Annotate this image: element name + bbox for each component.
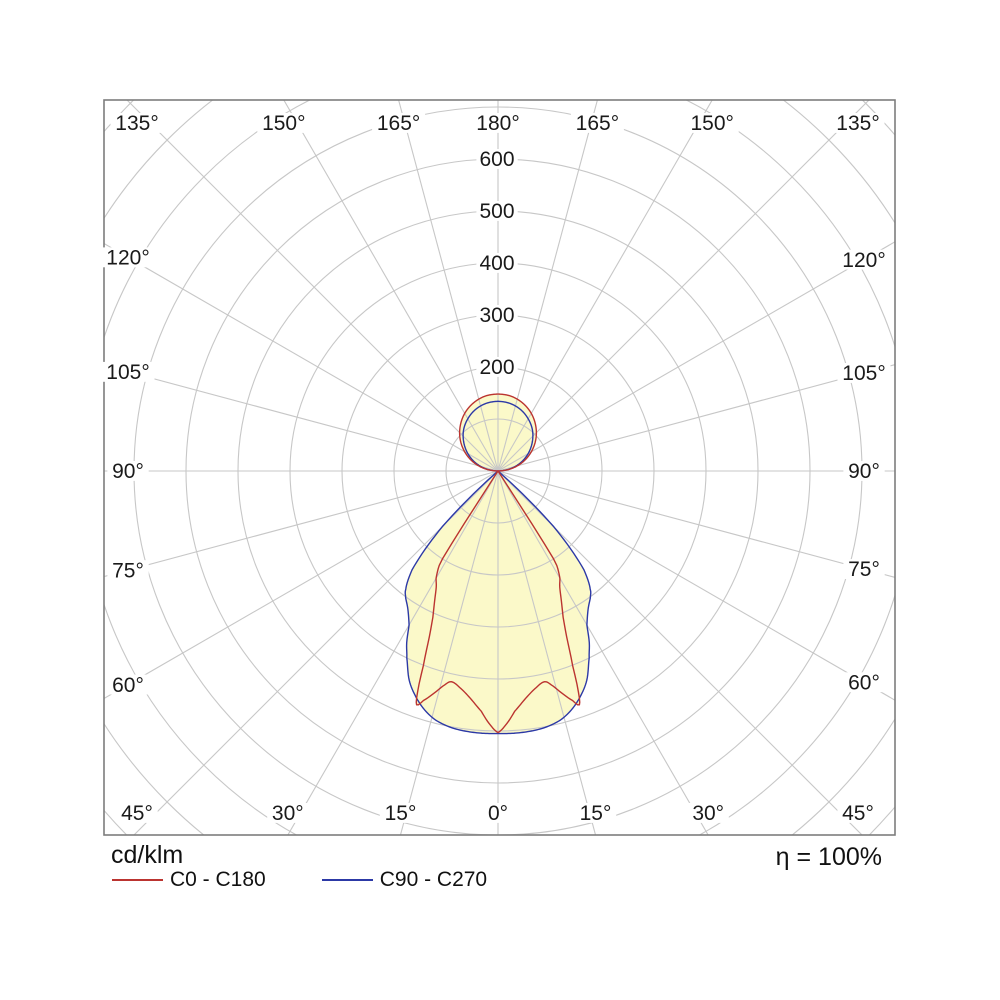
radial-tick-label-bg — [476, 305, 518, 325]
angle-label: 0° — [488, 802, 508, 825]
angle-label-bg — [843, 672, 885, 693]
angle-label-bg — [107, 560, 149, 581]
angle-label-bg — [837, 249, 891, 270]
grid-ray — [497, 470, 863, 835]
angle-label: 75° — [112, 559, 144, 582]
angle-label-bg — [379, 803, 422, 823]
angle-label: 75° — [848, 558, 880, 581]
angle-label-bg — [843, 559, 885, 579]
radial-tick-label: 200 — [479, 356, 514, 379]
angle-label-bg — [837, 363, 891, 383]
radial-tick-label-bg — [476, 149, 518, 169]
radial-tick-label: 400 — [479, 252, 514, 275]
radial-tick-label-bg — [476, 357, 518, 377]
grid-ray — [133, 470, 499, 835]
units-label: cd/klm — [111, 841, 184, 869]
c0-c180-line-swatch — [112, 879, 163, 881]
angle-label-bg — [257, 113, 311, 133]
efficiency-label: η = 100% — [775, 843, 882, 871]
angle-label-bg — [267, 803, 309, 823]
angle-label-bg — [574, 803, 617, 823]
angle-label-bg — [483, 803, 513, 823]
angle-label: 45° — [121, 802, 153, 825]
grid-ray — [287, 470, 499, 835]
angle-label-bg — [831, 113, 885, 133]
radial-tick-label: 500 — [479, 200, 514, 223]
angle-label: 150° — [690, 112, 733, 135]
legend-item-c0-c180: C0 - C180 — [112, 868, 266, 892]
angle-label-bg — [843, 461, 885, 481]
angle-label-bg — [685, 113, 739, 133]
angle-label: 150° — [262, 112, 305, 135]
angle-label: 30° — [272, 802, 304, 825]
angle-label: 90° — [112, 460, 144, 483]
angle-label: 135° — [836, 112, 879, 135]
angle-label-bg — [107, 674, 149, 695]
legend-item-c90-c270: C90 - C270 — [321, 868, 488, 892]
grid-ray — [398, 100, 499, 472]
grid-ray — [497, 100, 598, 472]
grid-ray — [104, 364, 499, 472]
grid-ray — [497, 470, 709, 835]
grid-ray — [497, 100, 870, 472]
angle-label-bg — [471, 113, 525, 133]
angle-label: 120° — [842, 249, 885, 272]
angle-label: 60° — [848, 672, 880, 695]
angle-label: 15° — [580, 802, 612, 825]
angle-label: 135° — [115, 112, 158, 135]
c0-c180-curve-lower — [415, 470, 581, 734]
angle-label: 120° — [106, 247, 149, 270]
legend-label-c0-c180: C0 - C180 — [170, 868, 266, 891]
angle-label-bg — [107, 461, 149, 481]
angle-label: 45° — [842, 802, 874, 825]
radial-tick-label: 300 — [479, 304, 514, 327]
angle-label-bg — [570, 113, 624, 133]
angle-label: 15° — [385, 802, 417, 825]
angle-label-bg — [687, 803, 729, 823]
grid-ray — [283, 100, 499, 472]
grid-ray — [399, 470, 499, 835]
angle-label-bg — [101, 247, 155, 268]
angle-label: 165° — [576, 112, 619, 135]
angle-label: 180° — [476, 112, 519, 135]
c90-c270-curve-lower — [404, 470, 592, 735]
legend-label-c90-c270: C90 - C270 — [379, 868, 488, 891]
c90-c270-line-swatch — [321, 879, 373, 881]
c0-c180-curve-upper — [458, 393, 538, 472]
angle-label-bg — [110, 113, 164, 133]
legend: C0 - C180 C90 - C270 — [112, 868, 487, 892]
grid-ray — [104, 242, 499, 472]
angle-label-bg — [837, 803, 879, 823]
angle-label: 60° — [112, 674, 144, 697]
angle-label: 30° — [692, 802, 724, 825]
grid-ray — [104, 470, 499, 700]
grid-ray — [497, 241, 895, 472]
plot-border — [103, 99, 896, 836]
grid-ray — [497, 100, 713, 472]
radial-tick-label-bg — [476, 201, 518, 221]
radial-tick-label-bg — [476, 253, 518, 273]
angle-label: 105° — [106, 361, 149, 384]
grid-ray — [497, 470, 597, 835]
grid-ray — [497, 470, 895, 701]
angle-label-bg — [372, 113, 426, 133]
angle-label-bg — [101, 361, 155, 382]
angle-label-bg — [116, 803, 158, 823]
radial-tick-label: 600 — [479, 148, 514, 171]
grid-ray — [497, 364, 895, 472]
angle-label: 90° — [848, 460, 880, 483]
angle-label: 105° — [842, 362, 885, 385]
angle-label: 165° — [377, 112, 420, 135]
grid-ray — [126, 100, 499, 472]
